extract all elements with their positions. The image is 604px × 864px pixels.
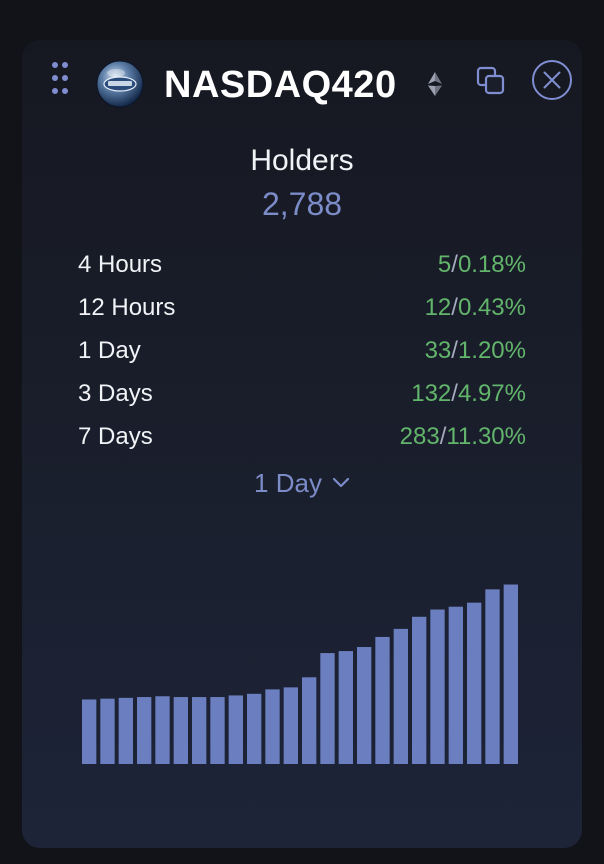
token-name: NASDAQ420 — [164, 64, 397, 106]
stat-row-4-hours: 4 Hours 5/0.18% — [78, 246, 526, 289]
chart-bar — [430, 609, 445, 764]
stat-value: 12/0.43% — [424, 294, 526, 321]
holders-widget: NASDAQ420 Holders 2,788 4 Hours 5/0.18% … — [22, 40, 582, 848]
chart-bar — [155, 696, 170, 764]
stat-value: 33/1.20% — [424, 337, 526, 364]
chart-bar — [173, 697, 188, 764]
stat-value: 132/4.97% — [411, 380, 526, 407]
chart-bar — [228, 695, 243, 764]
stat-row-3-days: 3 Days 132/4.97% — [78, 375, 526, 418]
period-select-value: 1 Day — [254, 468, 322, 498]
nasdaq420-token-logo — [96, 60, 144, 108]
stat-label: 1 Day — [78, 337, 141, 364]
chart-bar — [375, 636, 390, 764]
stat-value: 283/11.30% — [399, 423, 526, 450]
chart-bar — [503, 584, 518, 764]
chart-bar — [448, 606, 463, 764]
copy-icon[interactable] — [474, 64, 510, 100]
chart-bar — [265, 689, 280, 764]
chart-bar — [247, 693, 262, 764]
chevron-down-icon — [332, 478, 350, 488]
stat-row-12-hours: 12 Hours 12/0.43% — [78, 289, 526, 332]
chart-bar — [100, 698, 115, 764]
chart-bar — [302, 677, 317, 764]
chart-bar — [320, 653, 335, 764]
chart-bar — [393, 628, 408, 764]
stat-label: 3 Days — [78, 380, 153, 407]
holders-count: 2,788 — [261, 186, 343, 222]
chart-bar — [485, 589, 500, 764]
stat-value: 5/0.18% — [437, 251, 526, 278]
holders-bar-chart — [82, 584, 518, 764]
stat-label: 12 Hours — [78, 294, 176, 321]
stat-label: 4 Hours — [78, 251, 163, 278]
chart-bar — [283, 687, 298, 764]
chart-bar — [82, 699, 97, 764]
holders-title: Holders — [250, 144, 354, 177]
chart-bar — [357, 647, 372, 764]
chart-bar — [412, 616, 427, 764]
close-circle-icon[interactable] — [530, 58, 574, 102]
ethereum-icon — [428, 72, 442, 96]
stat-label: 7 Days — [78, 423, 153, 450]
chart-bar — [118, 697, 133, 764]
chart-bar — [467, 602, 482, 764]
stat-row-1-day: 1 Day 33/1.20% — [78, 332, 526, 375]
stat-row-7-days: 7 Days 283/11.30% — [78, 418, 526, 461]
holder-change-list: 4 Hours 5/0.18% 12 Hours 12/0.43% 1 Day … — [78, 246, 526, 461]
chart-bar — [192, 697, 207, 764]
widget-header: NASDAQ420 — [22, 40, 582, 130]
chart-bar — [210, 697, 225, 764]
period-select[interactable]: 1 Day — [22, 468, 582, 499]
chart-bar — [137, 697, 152, 764]
chart-bar — [338, 651, 353, 764]
drag-dots-icon[interactable] — [52, 62, 72, 94]
